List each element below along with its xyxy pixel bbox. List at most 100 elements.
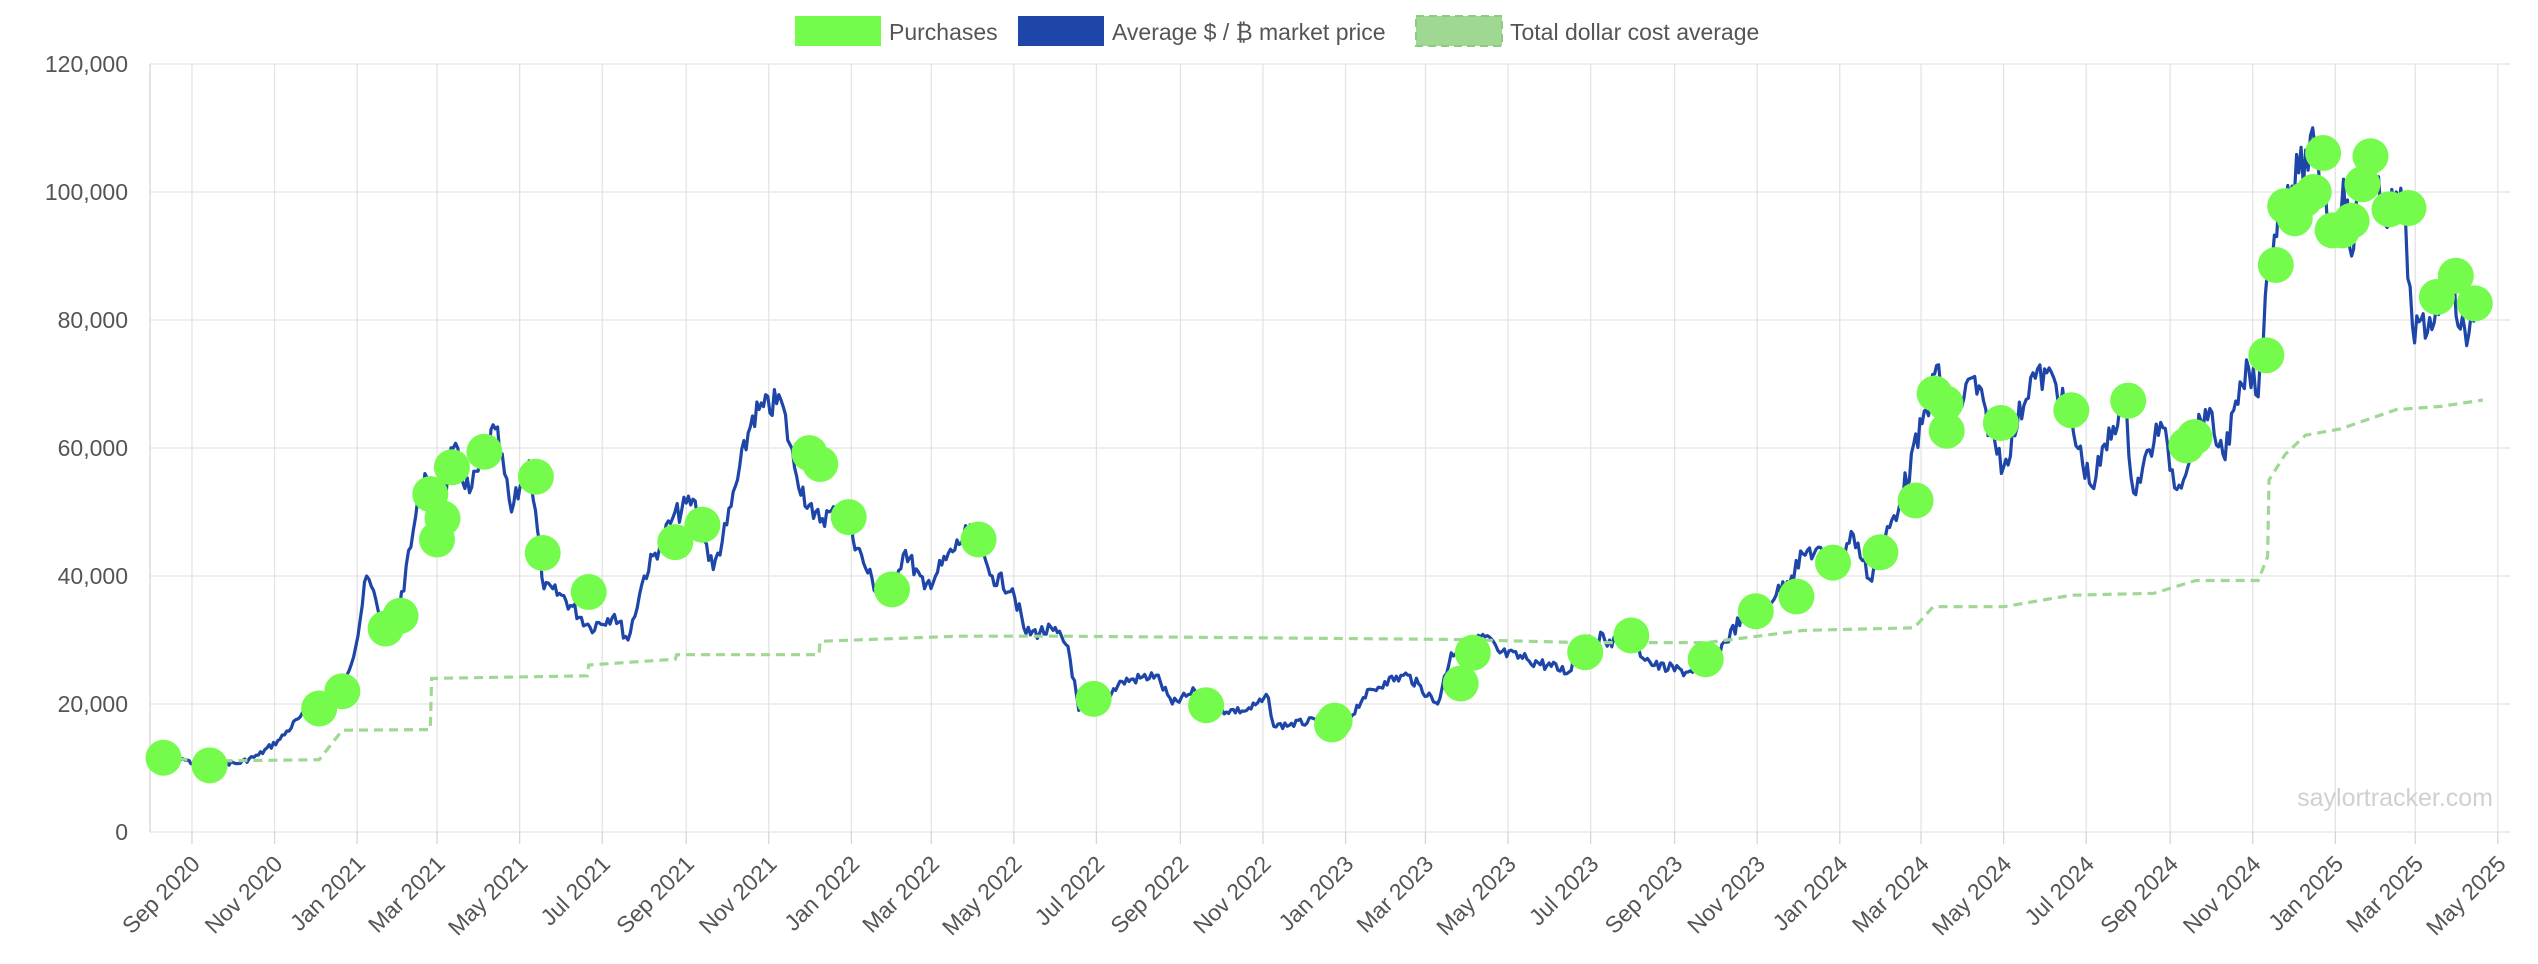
x-tick-label: Mar 2025	[2341, 851, 2428, 938]
y-tick-label: 120,000	[45, 51, 128, 77]
watermark: saylortracker.com	[2297, 784, 2493, 812]
purchase-point[interactable]	[657, 524, 694, 561]
x-tick-label: Nov 2023	[1682, 851, 1770, 939]
purchase-point[interactable]	[2456, 285, 2493, 322]
purchase-point[interactable]	[1075, 680, 1112, 717]
purchase-point[interactable]	[2390, 190, 2427, 226]
purchase-point[interactable]	[2110, 382, 2147, 419]
x-tick-label: May 2024	[1927, 850, 2017, 940]
x-tick-label: Mar 2023	[1351, 851, 1438, 938]
market-price-line	[162, 126, 2478, 767]
purchase-point[interactable]	[324, 673, 361, 710]
purchase-points	[145, 135, 2493, 784]
x-tick-label: Jan 2023	[1273, 851, 1358, 936]
x-tick-label: Jan 2024	[1767, 850, 1852, 935]
purchase-point[interactable]	[684, 506, 721, 543]
x-tick-label: Sep 2020	[117, 851, 205, 939]
purchase-point[interactable]	[1687, 641, 1724, 678]
x-tick-label: Jan 2021	[285, 851, 370, 936]
y-axis: 0 20,000 40,000 60,000 80,000 100,000 120,000	[45, 51, 128, 845]
legend-item-purchases[interactable]: Purchases	[795, 16, 998, 46]
purchase-point[interactable]	[466, 433, 503, 470]
x-tick-label: Nov 2020	[199, 851, 287, 939]
legend-label-purchases: Purchases	[889, 19, 998, 45]
purchase-point[interactable]	[2053, 392, 2090, 429]
purchase-point[interactable]	[1442, 665, 1479, 702]
x-tick-label: May 2022	[937, 851, 1027, 941]
legend-swatch-purchases	[795, 16, 881, 46]
y-tick-label: 60,000	[58, 435, 128, 461]
purchase-point[interactable]	[2176, 419, 2213, 456]
y-tick-label: 20,000	[58, 691, 128, 717]
purchase-point[interactable]	[2305, 135, 2342, 171]
x-tick-label: May 2023	[1431, 851, 1521, 941]
y-tick-label: 80,000	[58, 307, 128, 333]
legend-swatch-market-price	[1018, 16, 1104, 46]
purchase-point[interactable]	[874, 571, 910, 608]
y-tick-label: 100,000	[45, 179, 128, 205]
x-tick-label: May 2021	[443, 851, 533, 941]
purchase-point[interactable]	[2437, 257, 2474, 294]
legend-label-market-price: Average $ / ₿ market price	[1112, 19, 1386, 45]
x-tick-label: Mar 2022	[857, 851, 944, 938]
purchase-point[interactable]	[960, 521, 997, 558]
purchase-point[interactable]	[2257, 247, 2294, 283]
purchase-point[interactable]	[2248, 337, 2285, 374]
x-tick-label: May 2025	[2421, 851, 2511, 941]
purchase-point[interactable]	[1862, 534, 1899, 571]
purchase-point[interactable]	[424, 500, 461, 537]
purchase-point[interactable]	[1613, 617, 1650, 654]
series	[162, 126, 2484, 767]
x-tick-label: Nov 2022	[1188, 851, 1276, 939]
legend: Purchases Average $ / ₿ market price Tot…	[795, 15, 1759, 47]
x-tick-label: Mar 2021	[363, 851, 450, 938]
purchase-point[interactable]	[2344, 166, 2381, 203]
legend-item-cost-average[interactable]: Total dollar cost average	[1415, 15, 1759, 47]
purchase-point[interactable]	[802, 446, 839, 482]
x-tick-label: Sep 2022	[1105, 851, 1193, 939]
x-tick-label: Mar 2024	[1847, 850, 1934, 937]
purchase-point[interactable]	[830, 499, 867, 536]
purchase-point[interactable]	[1314, 706, 1350, 743]
grid	[149, 63, 2510, 833]
purchase-point[interactable]	[382, 597, 419, 634]
purchase-point[interactable]	[1815, 544, 1851, 581]
purchase-point[interactable]	[1188, 687, 1225, 724]
cost-average-line	[163, 398, 2484, 763]
x-tick-label: Jul 2021	[535, 851, 615, 931]
purchase-point[interactable]	[1778, 578, 1815, 615]
purchase-point[interactable]	[524, 535, 561, 571]
purchase-point[interactable]	[570, 574, 607, 610]
x-tick-label: Nov 2024	[2178, 850, 2266, 938]
x-tick-label: Jul 2024	[2019, 850, 2099, 930]
legend-swatch-cost-average	[1415, 15, 1503, 47]
x-tick-label: Jul 2022	[1029, 851, 1109, 931]
purchase-point[interactable]	[1567, 634, 1604, 671]
purchase-point[interactable]	[1982, 405, 2019, 441]
purchase-point[interactable]	[2333, 202, 2370, 239]
purchase-point[interactable]	[1737, 593, 1774, 630]
x-tick-label: Sep 2024	[2095, 850, 2183, 938]
purchase-point[interactable]	[1897, 482, 1934, 519]
purchase-point[interactable]	[145, 739, 182, 776]
y-tick-label: 0	[115, 819, 128, 845]
purchase-point[interactable]	[1454, 634, 1491, 671]
y-tick-label: 40,000	[58, 563, 128, 589]
purchase-point[interactable]	[191, 747, 228, 784]
purchase-point[interactable]	[2295, 174, 2332, 210]
purchase-point[interactable]	[433, 449, 470, 486]
x-tick-label: Nov 2021	[694, 851, 782, 939]
legend-label-cost-average: Total dollar cost average	[1510, 19, 1759, 45]
x-tick-label: Jan 2022	[779, 851, 864, 936]
purchase-point[interactable]	[2352, 138, 2389, 175]
purchase-point[interactable]	[1927, 385, 1964, 422]
x-tick-label: Sep 2023	[1599, 851, 1687, 939]
purchase-point[interactable]	[1928, 412, 1965, 449]
legend-item-market-price[interactable]: Average $ / ₿ market price	[1018, 16, 1386, 46]
x-tick-label: Sep 2021	[611, 851, 699, 939]
x-tick-label: Jul 2023	[1524, 851, 1604, 931]
x-tick-label: Jan 2025	[2263, 851, 2348, 936]
purchase-point[interactable]	[517, 458, 554, 495]
